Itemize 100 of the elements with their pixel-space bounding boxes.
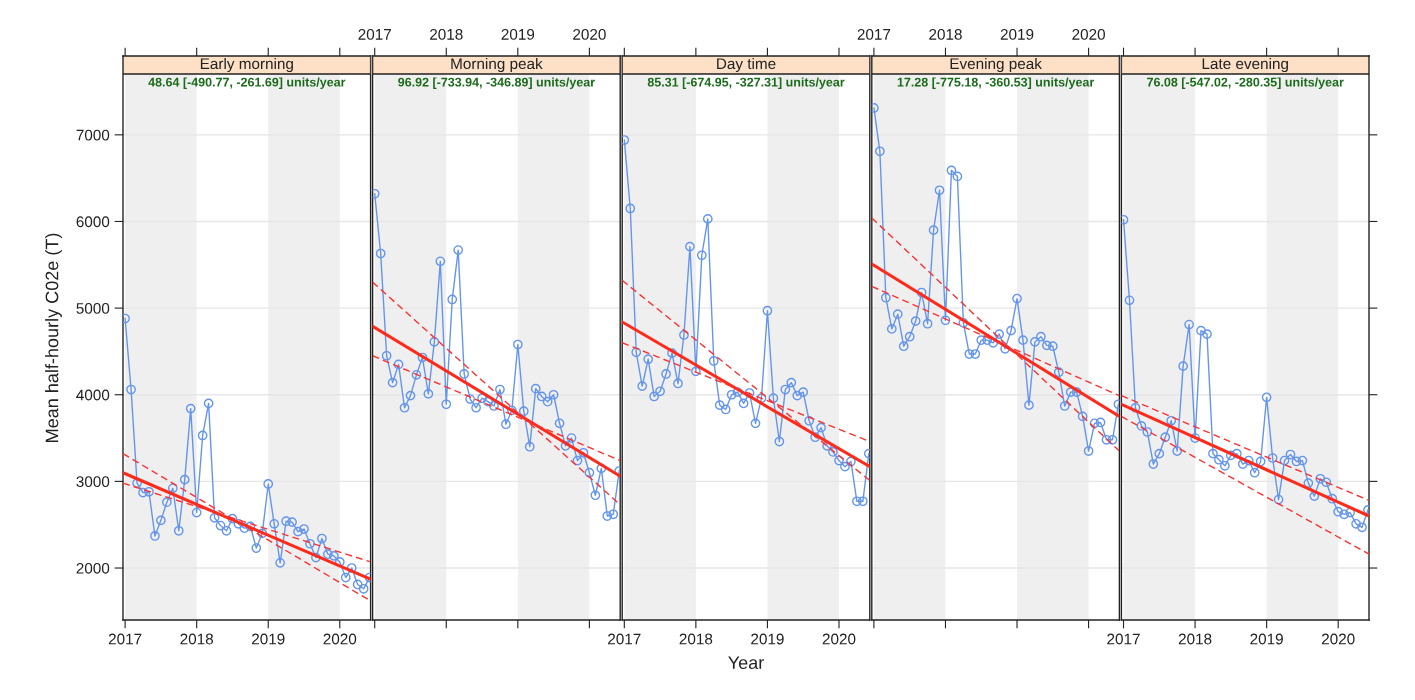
- point: [976, 335, 987, 346]
- point: [940, 315, 951, 326]
- point: [477, 393, 487, 404]
- point: [994, 329, 1005, 339]
- point: [637, 381, 648, 391]
- chart-title: Morning peak: [451, 57, 543, 73]
- point: [1321, 477, 1332, 488]
- point: [1327, 493, 1338, 504]
- point: [542, 396, 553, 407]
- point: [1315, 473, 1326, 484]
- point: [1351, 518, 1361, 529]
- point: [834, 455, 844, 466]
- point: [1255, 456, 1266, 467]
- point: [257, 528, 268, 539]
- point: [1297, 455, 1308, 466]
- point: [1000, 343, 1010, 354]
- x2-tick-label: 2019: [501, 28, 535, 40]
- point: [922, 318, 933, 329]
- point: [1024, 400, 1034, 411]
- x-tick-label: 2017: [108, 633, 142, 645]
- point: [1006, 325, 1016, 336]
- point: [197, 430, 208, 441]
- point: [358, 583, 369, 594]
- point: [875, 146, 885, 157]
- point: [768, 393, 779, 404]
- point: [880, 292, 891, 303]
- point: [1220, 460, 1230, 471]
- point: [816, 422, 826, 433]
- point: [822, 440, 832, 451]
- point: [375, 248, 386, 259]
- annotation: 48.64 [-490.77, -261.69] units/year: [148, 77, 346, 90]
- point: [393, 359, 404, 370]
- point: [1095, 417, 1106, 428]
- point: [679, 330, 689, 340]
- x-tick-label: 2018: [1178, 633, 1212, 645]
- chart-title: Early morning: [200, 57, 293, 73]
- point: [584, 467, 595, 478]
- point: [828, 447, 838, 457]
- point: [1101, 434, 1112, 445]
- chart-title: Late evening: [1202, 57, 1288, 73]
- point: [560, 440, 571, 451]
- point: [1178, 361, 1189, 372]
- point: [1047, 341, 1058, 352]
- x-tick-label: 2020: [323, 633, 357, 645]
- annotation: 96.92 [-733.94, -346.89] units/year: [398, 77, 595, 90]
- point: [191, 507, 202, 518]
- point: [1154, 448, 1165, 459]
- y-tick-label: 6000: [76, 216, 110, 228]
- point: [1249, 467, 1260, 478]
- point: [578, 447, 589, 458]
- point: [536, 391, 547, 402]
- point: [512, 339, 523, 350]
- point: [507, 405, 517, 416]
- point: [792, 390, 803, 401]
- point: [590, 490, 601, 501]
- point: [1059, 401, 1070, 411]
- point: [1243, 455, 1254, 466]
- point: [738, 398, 749, 409]
- point: [126, 384, 136, 395]
- point: [1018, 335, 1028, 346]
- point: [423, 389, 434, 399]
- point: [625, 203, 636, 214]
- point: [179, 474, 190, 485]
- point: [1142, 427, 1153, 437]
- point: [1172, 446, 1183, 456]
- point: [886, 324, 897, 334]
- point: [465, 394, 475, 404]
- point: [1065, 387, 1076, 398]
- point: [1089, 418, 1100, 429]
- x-axis-title: Year: [728, 656, 764, 670]
- x-tick-label: 2020: [822, 633, 856, 645]
- point: [1071, 387, 1082, 398]
- point: [780, 384, 791, 395]
- point: [1267, 453, 1278, 463]
- point: [459, 369, 470, 379]
- point: [1214, 454, 1224, 465]
- point: [340, 572, 351, 583]
- x-tick-label: 2017: [1107, 633, 1140, 645]
- point: [846, 456, 856, 467]
- point: [501, 419, 511, 430]
- point: [227, 513, 238, 524]
- point: [649, 391, 659, 402]
- point: [631, 347, 642, 358]
- point: [328, 551, 339, 561]
- point: [251, 543, 262, 553]
- point: [964, 349, 975, 359]
- point: [209, 512, 220, 523]
- point: [1208, 448, 1218, 459]
- point: [762, 305, 773, 316]
- point: [602, 511, 613, 521]
- point: [1279, 455, 1290, 466]
- point: [1309, 491, 1320, 501]
- point: [714, 400, 725, 411]
- point: [323, 549, 333, 560]
- point: [840, 461, 850, 472]
- point: [857, 496, 868, 507]
- point: [156, 515, 166, 526]
- point: [1012, 293, 1022, 304]
- point: [720, 404, 731, 415]
- point: [233, 518, 244, 529]
